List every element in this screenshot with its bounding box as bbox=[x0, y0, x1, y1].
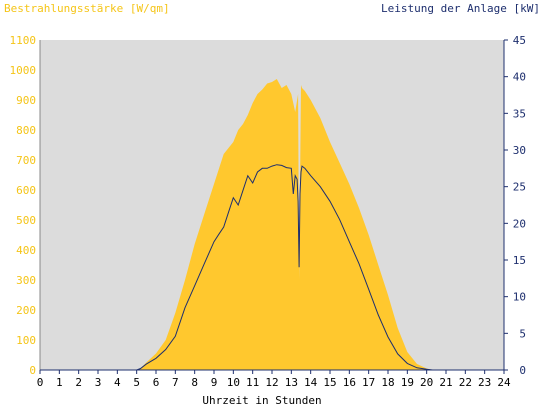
left-tick-label: 300 bbox=[16, 274, 36, 287]
left-tick-label: 900 bbox=[16, 94, 36, 107]
x-tick-label: 14 bbox=[304, 376, 318, 389]
x-tick-label: 6 bbox=[153, 376, 160, 389]
x-tick-label: 11 bbox=[246, 376, 259, 389]
x-tick-label: 16 bbox=[343, 376, 356, 389]
left-axis-ticks: 0 100 200 300 400 500 600 700 800 900 1000 1100 bbox=[10, 34, 37, 377]
left-tick-label: 800 bbox=[16, 124, 36, 137]
left-tick-label: 500 bbox=[16, 214, 36, 227]
right-axis-ticks: 0 5 10 15 20 25 30 35 40 45 bbox=[504, 34, 526, 377]
x-tick-label: 15 bbox=[323, 376, 336, 389]
right-axis-title: Leistung der Anlage [kW] bbox=[381, 2, 540, 15]
left-tick-label: 1000 bbox=[10, 64, 37, 77]
left-tick-label: 700 bbox=[16, 154, 36, 167]
x-tick-label: 2 bbox=[75, 376, 82, 389]
x-tick-label: 19 bbox=[401, 376, 414, 389]
x-axis-title: Uhrzeit in Stunden bbox=[202, 394, 321, 407]
x-tick-label: 13 bbox=[285, 376, 298, 389]
right-tick-label: 10 bbox=[513, 291, 526, 304]
left-tick-label: 600 bbox=[16, 184, 36, 197]
right-tick-label: 25 bbox=[513, 181, 526, 194]
x-tick-label: 20 bbox=[420, 376, 433, 389]
x-tick-label: 12 bbox=[265, 376, 278, 389]
right-tick-label: 45 bbox=[513, 34, 526, 47]
x-axis-ticks: 0 1 2 3 4 5 6 7 8 9 10 11 12 13 14 15 16 17 18 19 20 21 22 23 24 bbox=[37, 370, 511, 389]
left-axis-title: Bestrahlungsstärke [W/qm] bbox=[4, 2, 170, 15]
x-tick-label: 5 bbox=[133, 376, 140, 389]
x-tick-label: 7 bbox=[172, 376, 179, 389]
right-tick-label: 0 bbox=[519, 364, 526, 377]
right-tick-label: 5 bbox=[519, 327, 526, 340]
x-tick-label: 0 bbox=[37, 376, 44, 389]
right-tick-label: 30 bbox=[513, 144, 526, 157]
left-tick-label: 200 bbox=[16, 304, 36, 317]
x-tick-label: 1 bbox=[56, 376, 63, 389]
x-tick-label: 10 bbox=[227, 376, 240, 389]
left-tick-label: 100 bbox=[16, 334, 36, 347]
x-tick-label: 22 bbox=[459, 376, 472, 389]
x-tick-label: 8 bbox=[191, 376, 198, 389]
left-tick-label: 0 bbox=[29, 364, 36, 377]
x-tick-label: 23 bbox=[478, 376, 491, 389]
x-tick-label: 9 bbox=[211, 376, 218, 389]
power-line bbox=[40, 164, 504, 371]
right-tick-label: 40 bbox=[513, 71, 526, 84]
x-tick-label: 4 bbox=[114, 376, 121, 389]
left-tick-label: 1100 bbox=[10, 34, 37, 47]
right-tick-label: 15 bbox=[513, 254, 526, 267]
left-tick-label: 400 bbox=[16, 244, 36, 257]
x-tick-label: 17 bbox=[362, 376, 375, 389]
right-tick-label: 35 bbox=[513, 107, 526, 120]
right-tick-label: 20 bbox=[513, 217, 526, 230]
x-tick-label: 21 bbox=[439, 376, 452, 389]
x-tick-label: 24 bbox=[497, 376, 511, 389]
x-tick-label: 18 bbox=[381, 376, 394, 389]
irradiance-area bbox=[40, 79, 504, 370]
x-tick-label: 3 bbox=[95, 376, 102, 389]
